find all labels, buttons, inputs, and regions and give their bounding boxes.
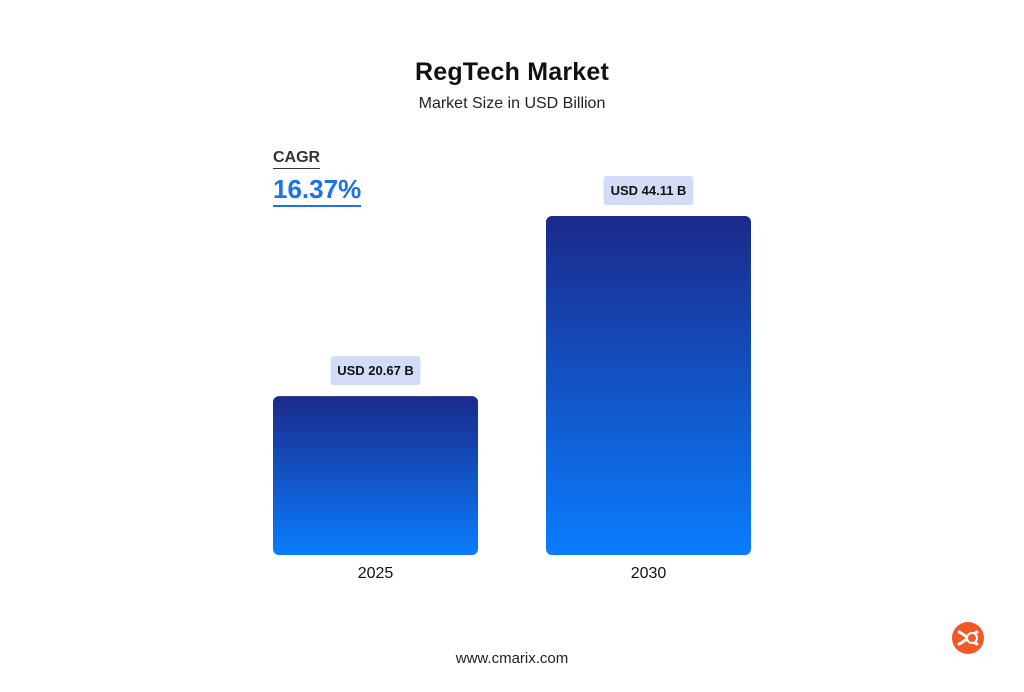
footer-website[interactable]: www.cmarix.com	[455, 650, 569, 667]
value-label-2025: USD 20.67 B	[337, 363, 414, 378]
x-tick-label-2025: 2025	[358, 565, 394, 582]
value-label-2030: USD 44.11 B	[611, 183, 687, 198]
bar-2030	[546, 216, 751, 555]
cmarix-logo-icon	[952, 622, 984, 654]
bar-2025	[273, 396, 478, 555]
chart-subtitle: Market Size in USD Billion	[418, 95, 606, 112]
chart-title: RegTech Market	[414, 58, 610, 86]
value-label-bg-2025	[330, 356, 421, 386]
cagr-value: 16.37%	[273, 174, 362, 207]
value-label-bg-2030	[603, 176, 694, 205]
cagr-label: CAGR	[273, 148, 321, 169]
x-tick-label-2030: 2030	[631, 565, 667, 582]
